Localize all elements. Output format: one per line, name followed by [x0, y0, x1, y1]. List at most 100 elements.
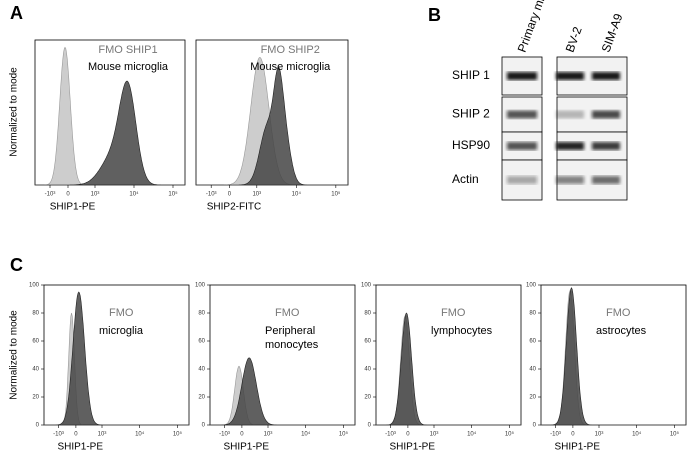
row-label: SHIP 1: [452, 68, 490, 82]
y-tick-label: 60: [364, 339, 371, 345]
x-axis-label: SHIP1-PE: [50, 202, 96, 213]
x-tick-label: 10⁵: [670, 431, 680, 438]
panel-letter: B: [428, 5, 441, 25]
x-tick-label: 10⁴: [135, 431, 145, 438]
x-tick-label: 10³: [264, 432, 273, 438]
y-tick-label: 60: [529, 339, 536, 345]
y-tick-label: 80: [198, 311, 205, 317]
y-tick-label: 40: [364, 367, 371, 373]
blot-band: [556, 72, 584, 80]
x-axis-label: SHIP1-PE: [223, 442, 269, 453]
x-tick-label: 10³: [430, 432, 439, 438]
y-tick-label: 20: [529, 395, 536, 401]
x-tick-label: 10³: [595, 432, 604, 438]
blot-band: [592, 72, 620, 80]
y-tick-label: 100: [361, 283, 372, 289]
blot-band: [507, 176, 537, 184]
x-tick-label: 10⁴: [301, 431, 311, 438]
y-tick-label: 40: [32, 367, 39, 373]
panel-letter: A: [10, 3, 23, 23]
y-tick-label: 80: [529, 311, 536, 317]
row-label: Actin: [452, 172, 479, 186]
histogram-curve: [376, 312, 521, 426]
x-axis-label: SHIP1-PE: [57, 442, 103, 453]
y-tick-label: 20: [32, 395, 39, 401]
x-tick-label: 10³: [98, 432, 107, 438]
cell-label-line: monocytes: [265, 339, 319, 351]
x-tick-label: -10³: [45, 192, 56, 198]
y-tick-label: 100: [195, 283, 206, 289]
y-tick-label: 0: [368, 423, 372, 429]
x-axis-label: SHIP1-PE: [554, 442, 600, 453]
lane-label: Primary microglia: [515, 0, 560, 54]
blot-band: [592, 142, 620, 150]
histogram-curve: [210, 365, 355, 426]
x-tick-label: 10⁴: [467, 431, 477, 438]
fmo-label: FMO: [606, 307, 631, 319]
y-tick-label: 100: [526, 283, 537, 289]
y-tick-label: 80: [32, 311, 39, 317]
x-tick-label: 0: [66, 192, 70, 198]
histogram-curve: [44, 291, 189, 426]
blot-band: [592, 176, 620, 184]
blot-band: [556, 110, 584, 119]
cell-label: Mouse microglia: [250, 61, 331, 73]
y-axis-label: Normalized to mode: [9, 67, 20, 157]
x-tick-label: 10³: [91, 192, 100, 198]
fmo-label: FMO SHIP1: [98, 44, 157, 56]
x-tick-label: 0: [571, 432, 575, 438]
y-tick-label: 80: [364, 311, 371, 317]
x-tick-label: 0: [228, 192, 232, 198]
cell-label: Mouse microglia: [88, 61, 169, 73]
x-tick-label: 0: [74, 432, 78, 438]
blot-band: [507, 110, 537, 119]
y-tick-label: 100: [29, 283, 40, 289]
x-tick-label: 10⁵: [173, 431, 183, 438]
lane-label: SIM-A9: [599, 11, 626, 54]
row-label: SHIP 2: [452, 107, 490, 121]
y-tick-label: 0: [533, 423, 537, 429]
cell-label-line: Peripheral: [265, 325, 315, 337]
histogram-curve: [35, 80, 185, 186]
fmo-label: FMO: [441, 307, 466, 319]
blot-band: [507, 142, 537, 150]
x-tick-label: 10⁵: [168, 191, 178, 198]
y-tick-label: 60: [198, 339, 205, 345]
x-axis-label: SHIP2-FITC: [207, 202, 261, 213]
x-tick-label: -10³: [219, 432, 230, 438]
row-label: HSP90: [452, 138, 490, 152]
x-tick-label: -10³: [53, 432, 64, 438]
y-axis-label: Normalized to mode: [9, 310, 20, 400]
y-tick-label: 40: [529, 367, 536, 373]
x-tick-label: 10⁵: [505, 431, 515, 438]
cell-label: Peripheral monocytes: [265, 325, 319, 351]
x-tick-label: 10⁴: [292, 191, 302, 198]
blot-band: [556, 176, 584, 184]
x-tick-label: -10³: [206, 192, 217, 198]
histogram-curve: [541, 287, 686, 426]
y-tick-label: 20: [198, 395, 205, 401]
y-tick-label: 0: [202, 423, 206, 429]
x-tick-label: 10⁵: [339, 431, 349, 438]
histogram-curve: [196, 66, 348, 186]
cell-label: microglia: [99, 325, 144, 337]
x-tick-label: 10⁴: [129, 191, 139, 198]
fmo-label: FMO SHIP2: [261, 44, 320, 56]
y-tick-label: 40: [198, 367, 205, 373]
x-tick-label: 0: [240, 432, 244, 438]
x-tick-label: 10³: [252, 192, 261, 198]
cell-label: astrocytes: [596, 325, 647, 337]
blot-band: [592, 110, 620, 119]
blot-band: [507, 72, 537, 80]
fmo-label: FMO: [109, 307, 134, 319]
y-tick-label: 0: [36, 423, 40, 429]
x-tick-label: -10³: [385, 432, 396, 438]
fmo-label: FMO: [275, 307, 300, 319]
x-tick-label: 0: [406, 432, 410, 438]
y-tick-label: 20: [364, 395, 371, 401]
x-tick-label: 10⁴: [632, 431, 642, 438]
panel-letter: C: [10, 255, 23, 275]
lane-label: BV-2: [563, 25, 585, 55]
x-axis-label: SHIP1-PE: [389, 442, 435, 453]
